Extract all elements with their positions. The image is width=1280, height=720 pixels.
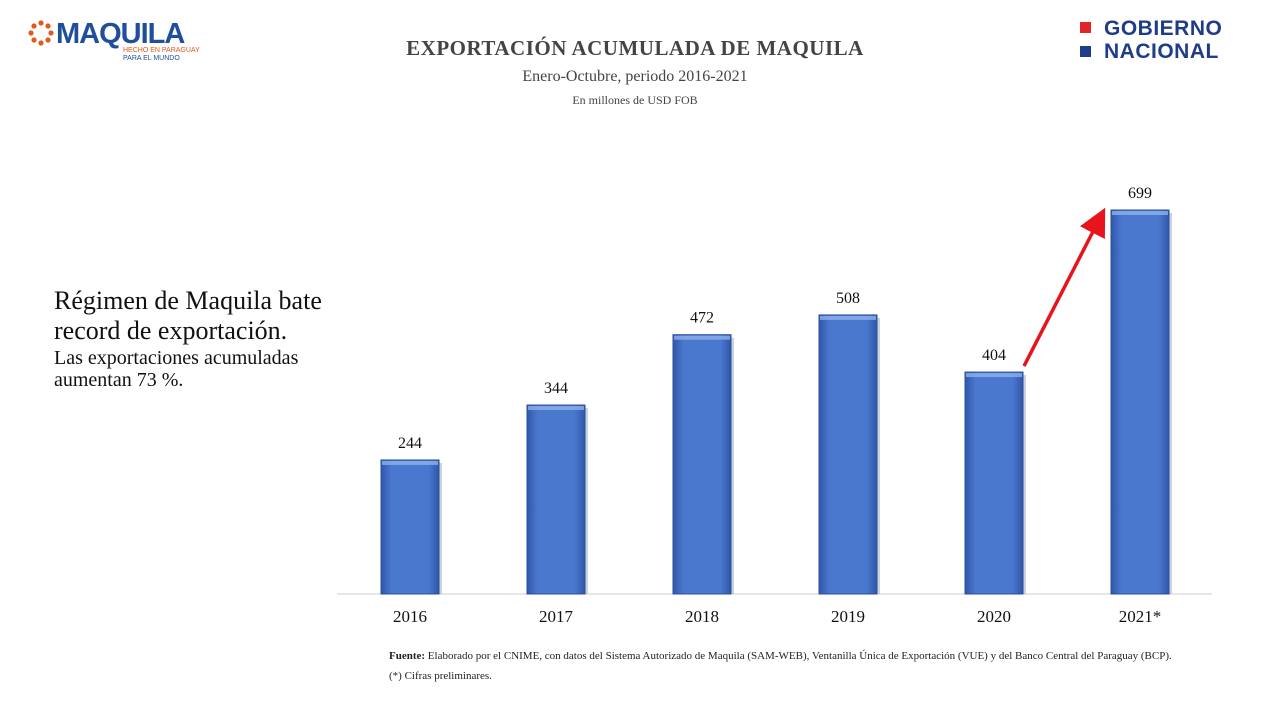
maquila-logo-tagline-2: PARA EL MUNDO xyxy=(123,55,180,62)
growth-arrow xyxy=(1022,207,1106,367)
logo-blue-square xyxy=(1080,46,1091,57)
x-tick-label-2017: 2017 xyxy=(539,607,574,626)
bar-2018 xyxy=(672,334,732,595)
gobierno-logo-line-2: NACIONAL xyxy=(1104,40,1219,63)
bar-highlight xyxy=(1112,211,1168,215)
bar-2021* xyxy=(1110,209,1170,595)
chart-units: En millones de USD FOB xyxy=(572,93,698,107)
chart-subtitle: Enero-Octubre, periodo 2016-2021 xyxy=(522,68,748,85)
bar-2019 xyxy=(818,314,878,595)
data-label-2017: 344 xyxy=(544,380,568,397)
data-label-2018: 472 xyxy=(690,310,714,327)
source-text: Elaborado por el CNIME, con datos del Si… xyxy=(425,650,1172,662)
bar-highlight xyxy=(820,315,876,320)
data-label-2020: 404 xyxy=(982,347,1006,364)
maquila-logo: MAQUILA HECHO EN PARAGUAY PARA EL MUNDO xyxy=(28,18,208,68)
logo-red-square xyxy=(1080,22,1091,33)
x-tick-label-2016: 2016 xyxy=(393,607,427,626)
data-label-2021*: 699 xyxy=(1128,185,1152,202)
subline-text: Las exportaciones acumuladas aumentan 73… xyxy=(54,347,299,391)
bar-highlight xyxy=(382,460,438,465)
maquila-logo-tagline-1: HECHO EN PARAGUAY xyxy=(123,47,200,54)
gobierno-nacional-logo: GOBIERNO NACIONAL xyxy=(1080,17,1250,64)
bar-highlight xyxy=(674,335,730,340)
source-note: Fuente: Elaborado por el CNIME, con dato… xyxy=(389,650,1172,662)
preliminary-note: (*) Cifras preliminares. xyxy=(389,670,492,682)
data-label-2016: 244 xyxy=(398,435,422,452)
x-tick-label-2019: 2019 xyxy=(831,607,865,626)
gobierno-logo-line-1: GOBIERNO xyxy=(1104,17,1223,40)
bar-2016 xyxy=(380,459,440,595)
headline-text: Régimen de Maquila bate record de export… xyxy=(54,286,322,345)
source-label: Fuente: xyxy=(389,650,426,662)
maquila-dots-icon xyxy=(28,20,54,46)
maquila-logo-word: MAQUILA xyxy=(56,18,185,50)
data-label-2019: 508 xyxy=(836,290,860,307)
bar-highlight xyxy=(966,373,1022,378)
bar-2017 xyxy=(526,404,586,595)
bar-2020 xyxy=(964,371,1024,595)
x-tick-label-2021*: 2021* xyxy=(1119,607,1162,626)
x-tick-label-2018: 2018 xyxy=(685,607,719,626)
chart-title: EXPORTACIÓN ACUMULADA DE MAQUILA xyxy=(406,36,864,60)
bar-highlight xyxy=(528,406,584,411)
x-tick-label-2020: 2020 xyxy=(977,607,1011,626)
